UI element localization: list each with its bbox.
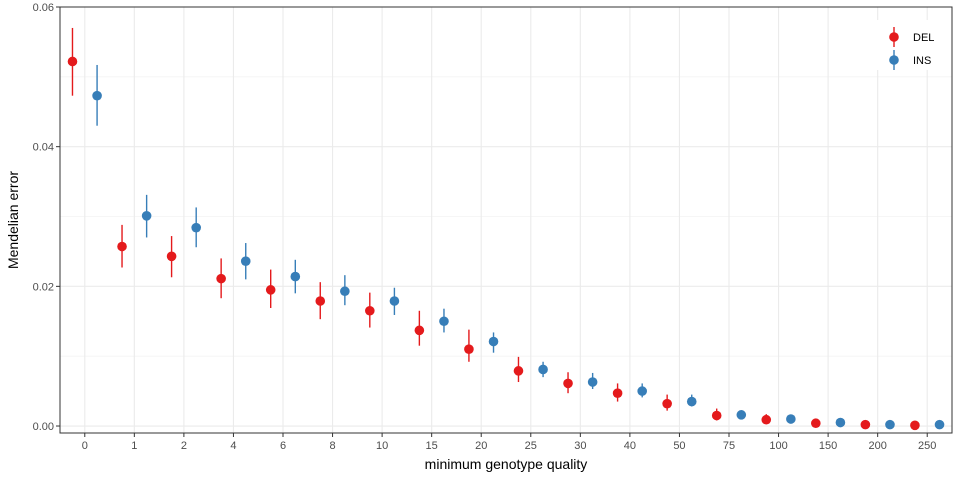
x-tick-label: 20: [475, 440, 487, 452]
data-point-ins: [587, 377, 598, 387]
data-point-del: [414, 325, 425, 336]
x-tick-label: 50: [673, 440, 685, 452]
data-point-ins: [786, 414, 796, 424]
y-tick-label: 0.00: [33, 421, 54, 433]
data-point-del: [811, 418, 821, 429]
x-tick-label: 100: [769, 440, 787, 452]
x-tick-label: 40: [624, 440, 636, 452]
legend-label: DEL: [913, 32, 934, 44]
x-tick-label: 10: [376, 440, 388, 452]
legend-key-point: [889, 55, 899, 65]
major-gridlines: [60, 6, 952, 433]
x-axis-title: minimum genotype quality: [425, 456, 588, 472]
x-axis-tick-labels: 0 1 2 4 6 8 10 15 20 25 30 40 50 75 100 150 200 250: [82, 440, 937, 452]
data-point-del: [761, 414, 772, 425]
data-point-ins: [191, 222, 201, 233]
x-tick-label: 25: [525, 440, 537, 452]
data-point-ins: [637, 386, 647, 396]
y-tick-label: 0.06: [33, 2, 54, 14]
data-point-ins: [340, 286, 350, 297]
x-tick-label: 1: [131, 440, 137, 452]
data-point-ins: [538, 364, 548, 375]
data-point-del: [910, 420, 920, 431]
x-tick-label: 0: [82, 440, 88, 452]
legend-background: [870, 20, 940, 70]
data-point-del: [563, 378, 573, 389]
data-point-del: [315, 296, 326, 306]
y-tick-label: 0.02: [33, 281, 54, 293]
data-point-ins: [290, 271, 301, 282]
data-point-del: [216, 273, 226, 284]
legend: DEL INS: [870, 20, 940, 70]
y-tick-label: 0.04: [33, 142, 54, 154]
panel-border: [59, 6, 953, 434]
data-point-ins: [439, 316, 449, 327]
data-point-del: [67, 56, 78, 67]
data-point-del: [365, 305, 375, 316]
legend-label: INS: [913, 55, 931, 67]
data-point-ins: [389, 296, 400, 306]
y-axis-title: Mendelian error: [5, 171, 21, 269]
data-point-del: [117, 241, 127, 252]
data-point-del: [513, 366, 524, 376]
data-point-del: [662, 398, 672, 409]
data-point-del: [464, 344, 474, 354]
minor-gridlines: [60, 76, 952, 357]
data-marks: [67, 27, 945, 431]
x-tick-label: 15: [426, 440, 438, 452]
axis-ticks: [56, 6, 928, 437]
data-point-del: [612, 388, 623, 398]
data-point-del: [166, 251, 177, 262]
y-axis-tick-labels: 0.00 0.02 0.04 0.06: [33, 2, 54, 433]
x-tick-label: 8: [329, 440, 335, 452]
data-point-ins: [934, 419, 945, 430]
x-tick-label: 6: [280, 440, 286, 452]
data-point-del: [860, 419, 871, 430]
data-point-ins: [141, 211, 152, 221]
legend-key-point: [889, 32, 899, 42]
data-point-ins: [686, 396, 697, 407]
x-tick-label: 4: [230, 440, 236, 452]
x-tick-label: 2: [181, 440, 187, 452]
data-point-ins: [835, 417, 846, 428]
data-point-ins: [736, 410, 747, 420]
data-point-del: [265, 285, 276, 295]
x-tick-label: 200: [868, 440, 886, 452]
x-tick-label: 30: [574, 440, 586, 452]
data-point-del: [711, 410, 722, 421]
x-tick-label: 150: [819, 440, 837, 452]
x-tick-label: 75: [723, 440, 735, 452]
data-point-ins: [488, 336, 499, 347]
data-point-ins: [92, 90, 102, 101]
data-point-ins: [240, 256, 251, 267]
x-tick-label: 250: [918, 440, 936, 452]
data-point-ins: [885, 419, 895, 430]
